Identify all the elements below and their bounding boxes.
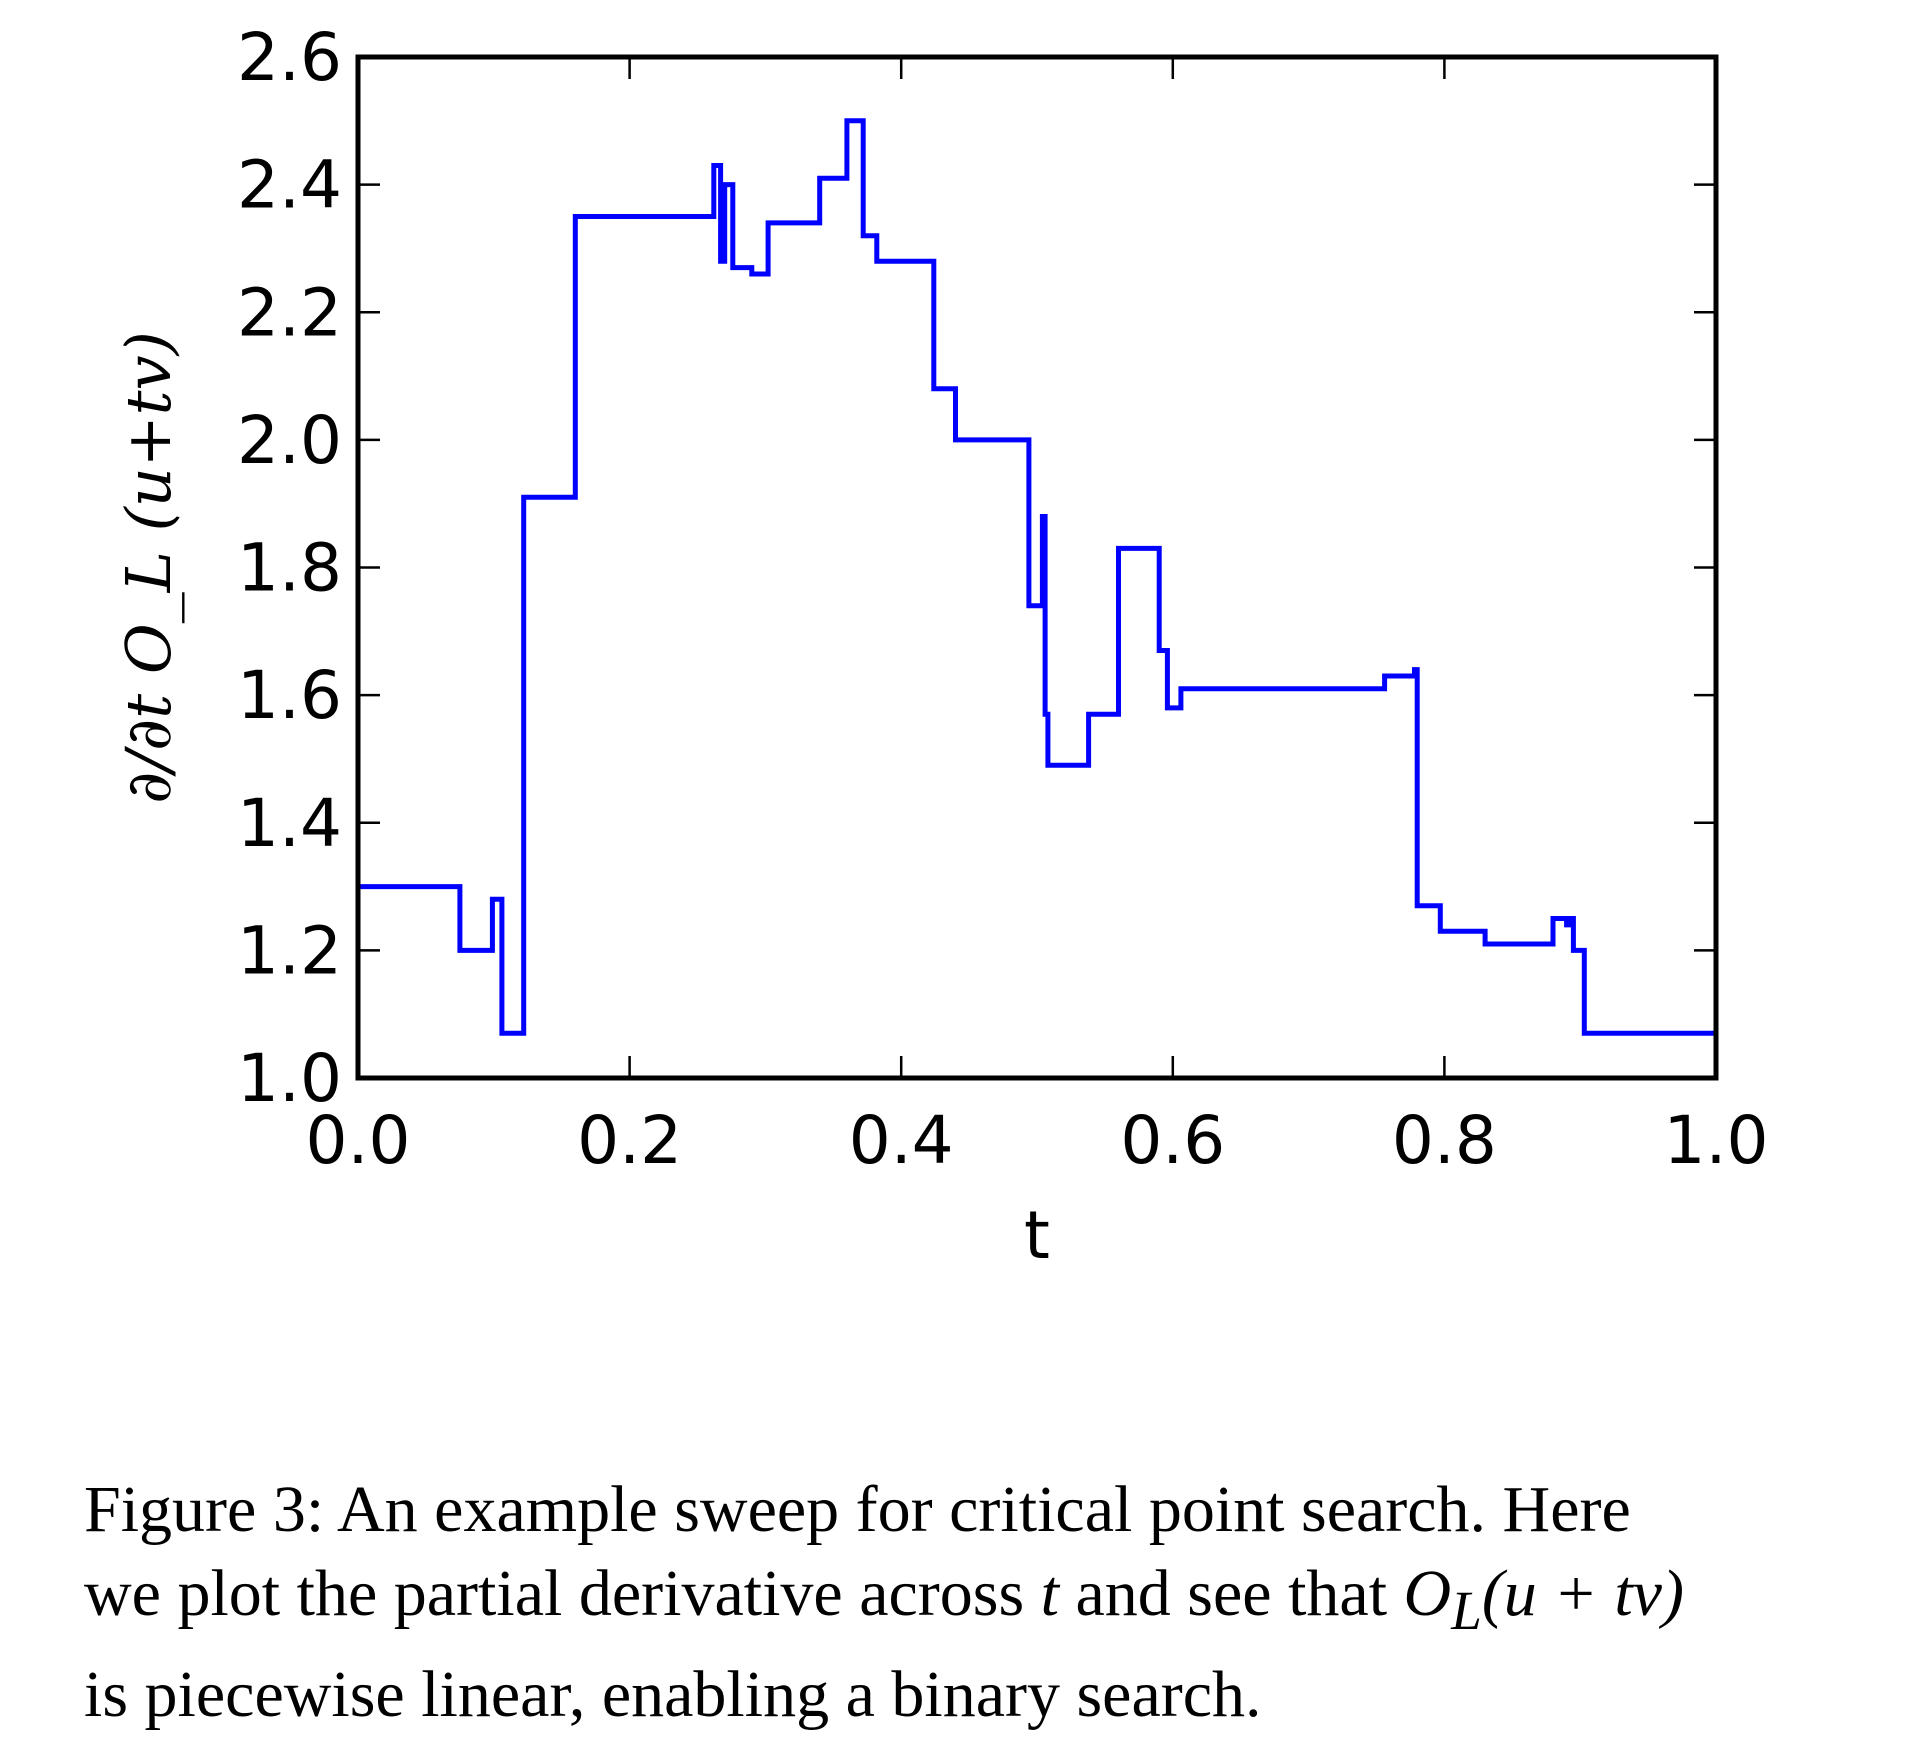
figure-caption: Figure 3: An example sweep for critical … — [84, 1468, 1904, 1737]
caption-formula-subscript: L — [1451, 1580, 1482, 1642]
x-tick-label: 0.2 — [577, 1102, 682, 1179]
caption-line-2-start: we plot the partial derivative across — [84, 1557, 1041, 1630]
y-tick-label: 1.0 — [237, 1040, 342, 1117]
caption-line-1: Figure 3: An example sweep for critical … — [84, 1473, 1631, 1546]
x-tick-label: 0.8 — [1392, 1102, 1497, 1179]
caption-formula-args: (u + tv) — [1481, 1557, 1684, 1630]
y-tick-label: 1.2 — [237, 912, 342, 989]
chart: 0.0 0.2 0.4 0.6 0.8 1.0 1.0 1.2 1.4 1.6 1.8 2.0 2.2… — [112, 19, 1769, 1274]
x-tick-label: 1.0 — [1664, 1102, 1769, 1179]
plot-frame — [355, 54, 1719, 1081]
y-axis-title: ∂/∂t O_L (u+tv) — [112, 331, 185, 804]
y-tick-label: 1.4 — [237, 785, 342, 862]
y-tick-label: 2.4 — [237, 147, 342, 224]
y-tick-label: 2.2 — [237, 274, 342, 351]
caption-line-2-mid: and see that — [1059, 1557, 1404, 1630]
y-tick-label: 1.6 — [237, 657, 342, 734]
x-tick-label: 0.6 — [1120, 1102, 1225, 1179]
caption-formula-o: O — [1403, 1557, 1452, 1630]
y-tick-label: 2.0 — [237, 402, 342, 479]
x-tick-labels: 0.0 0.2 0.4 0.6 0.8 1.0 — [306, 1102, 1769, 1179]
y-tick-label: 2.6 — [237, 19, 342, 96]
x-axis-title: t — [1024, 1197, 1050, 1274]
y-tick-labels: 1.0 1.2 1.4 1.6 1.8 2.0 2.2 2.4 2.6 — [237, 19, 342, 1117]
x-tick-label: 0.0 — [306, 1102, 411, 1179]
caption-line-3: is piecewise linear, enabling a binary s… — [84, 1658, 1262, 1732]
x-tick-label: 0.4 — [849, 1102, 954, 1179]
axis-ticks — [356, 55, 1718, 1080]
caption-variable-t: t — [1040, 1557, 1059, 1630]
y-tick-label: 1.8 — [237, 530, 342, 607]
caption-line-2: we plot the partial derivative across t … — [84, 1552, 1904, 1653]
series-line — [358, 118, 1716, 1036]
